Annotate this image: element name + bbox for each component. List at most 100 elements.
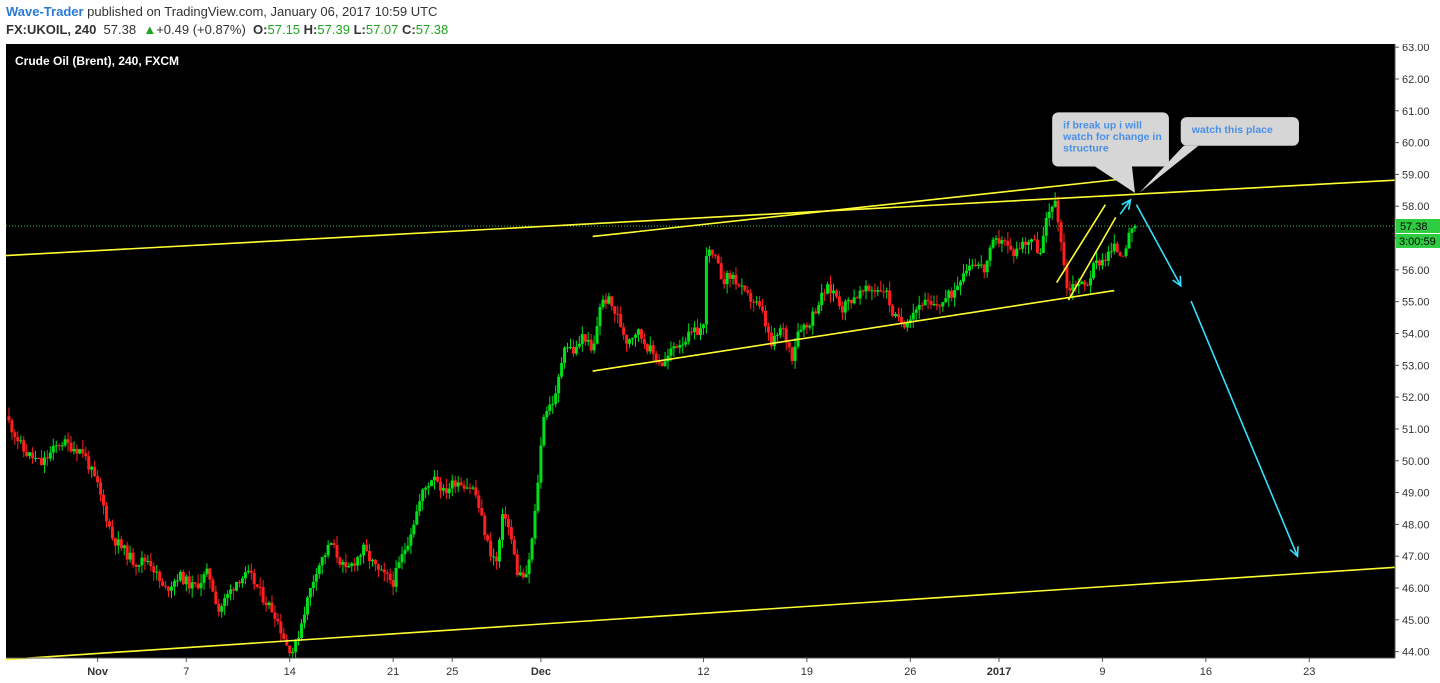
candle-body: [985, 260, 989, 273]
y-tick-label: 54.00: [1402, 329, 1430, 341]
candle-body: [923, 299, 927, 306]
candle-body: [258, 586, 262, 588]
candle-body: [1027, 241, 1031, 245]
arrow-head: [1289, 546, 1299, 558]
candle-body: [944, 298, 948, 303]
candle-body: [956, 285, 960, 291]
candle-body: [979, 264, 983, 266]
candle-body: [468, 487, 472, 489]
candle-body: [885, 290, 889, 292]
candle-body: [752, 301, 756, 303]
candle-body: [601, 299, 605, 307]
candle-body: [1009, 245, 1013, 250]
candle-body: [302, 614, 306, 624]
candle-body: [879, 290, 883, 292]
candle-body: [829, 284, 833, 294]
candle-body: [894, 314, 898, 317]
trendline[interactable]: [592, 177, 1130, 238]
candle-body: [164, 585, 168, 587]
candle-body: [1024, 241, 1028, 245]
candle-body: [489, 540, 493, 557]
candle-body: [967, 265, 971, 271]
candle-body: [545, 411, 549, 417]
candle-body: [518, 572, 522, 576]
trendline[interactable]: [1067, 216, 1117, 301]
candle-body: [196, 583, 200, 589]
candle-body: [1035, 239, 1039, 254]
trendline[interactable]: [5, 179, 1396, 257]
candle-body: [323, 555, 327, 557]
candle-body: [583, 334, 587, 342]
candle-body: [1059, 222, 1063, 243]
candle-body: [430, 480, 434, 487]
candle-body: [486, 535, 490, 541]
candle-body: [873, 290, 877, 292]
candle-body: [31, 452, 35, 459]
candle-body: [237, 581, 241, 584]
candle-body: [223, 598, 227, 607]
candle-body: [158, 571, 162, 582]
author-link[interactable]: Wave-Trader: [6, 4, 84, 19]
candle-body: [687, 331, 691, 342]
candle-body: [447, 488, 451, 494]
candle-body: [122, 545, 126, 549]
candle-body: [320, 556, 324, 566]
candle-body: [453, 480, 457, 487]
candle-body: [831, 290, 835, 294]
candle-body: [1074, 283, 1078, 287]
candle-body: [388, 573, 392, 581]
candle-body: [84, 453, 88, 457]
close-label: C:: [402, 22, 416, 37]
candle-body: [1127, 232, 1131, 249]
callout-box[interactable]: [1052, 112, 1169, 167]
candle-body: [294, 640, 298, 652]
candle-body: [888, 290, 892, 306]
candle-body: [75, 448, 79, 454]
candle-body: [373, 559, 377, 565]
candle-body: [935, 304, 939, 306]
candle-body: [840, 306, 844, 313]
candle-body: [305, 597, 309, 615]
candle-body: [424, 487, 428, 490]
candle-body: [787, 342, 791, 348]
high-label: H:: [303, 22, 318, 37]
x-tick-label: Nov: [87, 666, 109, 678]
trendline[interactable]: [592, 289, 1115, 372]
candle-body: [34, 457, 38, 459]
candle-body: [669, 348, 673, 356]
candle-body: [246, 570, 250, 573]
candle-body: [826, 284, 830, 294]
trendline[interactable]: [1055, 204, 1107, 284]
candle-body: [1121, 255, 1125, 257]
candle-body: [243, 572, 247, 579]
candle-body: [1080, 281, 1084, 285]
trendline[interactable]: [5, 566, 1396, 661]
candle-body: [563, 347, 567, 364]
candle-body: [16, 437, 20, 442]
candle-body: [199, 582, 203, 589]
candle-body: [681, 344, 685, 346]
candle-body: [134, 564, 138, 567]
candle-body: [217, 603, 221, 612]
chart-title: Crude Oil (Brent), 240, FXCM: [15, 54, 179, 68]
candle-body: [790, 347, 794, 361]
arrow-line[interactable]: [1190, 300, 1299, 557]
candle-body: [728, 273, 732, 279]
arrow-line[interactable]: [1119, 199, 1132, 215]
callout-box[interactable]: [1180, 117, 1299, 146]
candle-body: [731, 274, 735, 279]
candle-body: [435, 476, 439, 482]
candle-body: [495, 556, 499, 562]
candle-body: [279, 621, 283, 634]
candle-body: [1044, 217, 1048, 236]
candle-body: [920, 305, 924, 307]
candle-body: [143, 557, 147, 562]
y-tick-label: 55.00: [1402, 297, 1430, 309]
arrow-line[interactable]: [1135, 204, 1182, 287]
candle-body: [793, 346, 797, 361]
candle-body: [973, 264, 977, 266]
candle-body: [96, 476, 100, 483]
low-label: L:: [353, 22, 366, 37]
candle-body: [368, 550, 372, 562]
